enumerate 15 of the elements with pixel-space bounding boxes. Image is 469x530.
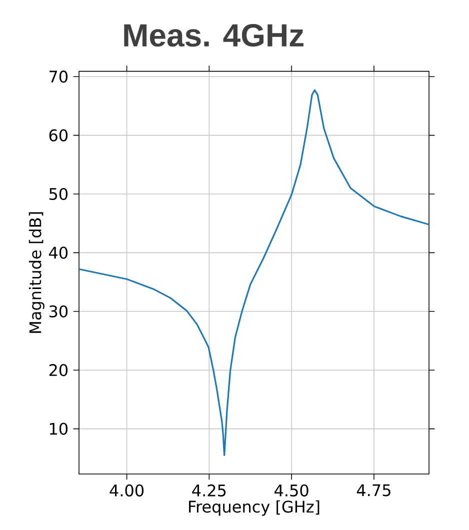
y-tick-label: 40 <box>49 246 68 259</box>
y-axis-title: Magnitude [dB] <box>28 212 44 333</box>
y-tick-label: 70 <box>50 70 68 83</box>
chart-title: Meas. 4GHz <box>124 24 304 47</box>
x-tick-label: 4.50 <box>274 484 308 496</box>
x-tick-label: 4.25 <box>192 484 226 496</box>
y-tick-label: 50 <box>49 188 68 200</box>
x-tick-label: 4.00 <box>110 484 144 496</box>
x-axis-title: Frequency [GHz] <box>189 500 320 516</box>
y-tick-label: 20 <box>49 364 68 376</box>
y-tick-label: 60 <box>49 129 68 142</box>
y-tick-label: 30 <box>49 305 68 318</box>
line-series <box>78 89 429 456</box>
x-tick-label: 4.75 <box>356 484 390 496</box>
y-tick-label: 10 <box>50 422 68 435</box>
